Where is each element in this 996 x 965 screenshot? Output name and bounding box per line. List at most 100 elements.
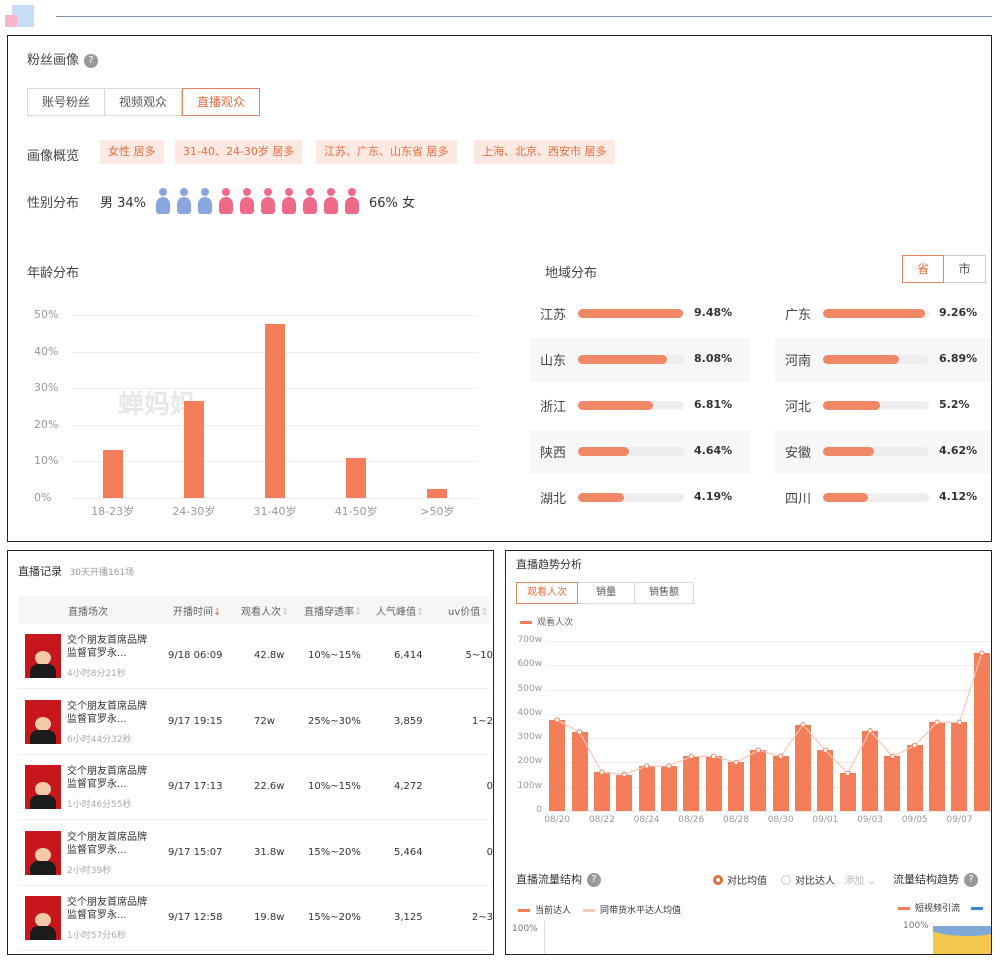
sort-icon[interactable]: ⇕: [354, 607, 363, 618]
gridline: [546, 738, 991, 740]
trend-bar: [750, 750, 767, 811]
overview-label: 画像概览: [27, 149, 80, 164]
views: 19.8w: [254, 912, 285, 923]
table-row[interactable]: 交个朋友首席品牌监督官罗永... 4小时8分21秒 9/18 06:09 42.8w 1…: [18, 624, 493, 689]
help-icon[interactable]: ?: [84, 54, 99, 68]
views: 31.8w: [254, 846, 285, 858]
y-tick-label: 30%: [34, 381, 59, 395]
region-bar-track: [823, 401, 929, 410]
col-uv[interactable]: uv价值⇕: [448, 603, 489, 618]
region-bar-fill: [823, 401, 881, 410]
region-name: 山东: [540, 354, 567, 369]
tab-views[interactable]: 观看人次: [516, 582, 578, 604]
live-thumbnail[interactable]: [25, 765, 61, 809]
trend-bar: [549, 719, 566, 811]
live-title[interactable]: 交个朋友首席品牌监督官罗永...: [67, 635, 147, 659]
col-views-text: 观看人次: [241, 607, 281, 618]
person-head: [180, 188, 188, 196]
col-penetration-text: 直播穿透率: [304, 607, 354, 618]
help-icon[interactable]: ?: [587, 873, 601, 887]
table-row[interactable]: 交个朋友首席品牌监督官罗永... 6小时44分32秒 9/17 19:15 72w 25…: [18, 690, 493, 755]
tab-video-audience[interactable]: 视频观众: [105, 88, 183, 116]
col-start-time[interactable]: 开播时间↓: [173, 603, 221, 618]
region-row: 安徽 4.62%: [775, 430, 991, 474]
region-bar-track: [578, 355, 684, 364]
x-tick-label: 08/24: [633, 815, 660, 825]
tab-sales[interactable]: 销量: [578, 582, 635, 604]
x-tick-label: 09/01: [812, 815, 839, 825]
legend-swatch: [520, 621, 532, 624]
x-tick-label: 41-50岁: [334, 505, 378, 518]
trend-title: 直播趋势分析: [516, 558, 582, 571]
region-value: 5.2%: [939, 398, 970, 411]
table-row[interactable]: 交个朋友首席品牌监督官罗永... 2小时39秒 9/17 15:07 31.8w 15%…: [18, 821, 493, 886]
age-bar: [265, 324, 285, 498]
start-time: 9/17 15:07: [168, 846, 223, 858]
thumbnail-face: [35, 782, 51, 796]
add-select[interactable]: 添加 ⌄: [844, 876, 876, 887]
thumbnail-suit: [30, 729, 56, 744]
col-start-time-text: 开播时间: [173, 607, 213, 618]
col-views[interactable]: 观看人次⇕: [241, 603, 289, 618]
live-title[interactable]: 交个朋友首席品牌监督官罗永...: [67, 897, 147, 921]
compare-person-radio[interactable]: 对比达人 添加 ⌄: [781, 872, 876, 887]
region-bar-track: [823, 309, 929, 318]
region-name: 四川: [785, 492, 812, 507]
toggle-province[interactable]: 省: [902, 255, 944, 283]
trend-bar: [951, 722, 968, 811]
decor-square-blue: [12, 5, 34, 27]
sort-icon[interactable]: ⇕: [480, 607, 489, 618]
tab-revenue[interactable]: 销售额: [635, 582, 694, 604]
trend-point: [688, 753, 694, 760]
tab-account-fans[interactable]: 账号粉丝: [27, 88, 106, 116]
region-row: 广东 9.26%: [775, 292, 991, 336]
person-head: [201, 188, 209, 196]
live-title[interactable]: 交个朋友首席品牌监督官罗永...: [67, 700, 147, 725]
sort-icon[interactable]: ⇕: [281, 607, 290, 618]
radio-unchecked-icon: [781, 875, 791, 885]
sort-icon[interactable]: ⇕: [416, 607, 425, 618]
live-thumbnail[interactable]: [25, 699, 61, 744]
person-head: [222, 188, 230, 196]
region-name: 安徽: [785, 446, 812, 461]
fan-profile-title-text: 粉丝画像: [27, 53, 80, 68]
region-bar-fill: [823, 309, 926, 318]
col-uv-text: uv价值: [448, 607, 481, 618]
legend-short-video: 短视频引流: [898, 901, 988, 914]
live-title[interactable]: 交个朋友首席品牌监督官罗永...: [67, 766, 147, 790]
sort-down-icon[interactable]: ↓: [213, 607, 222, 618]
col-peak[interactable]: 人气峰值⇕: [376, 603, 424, 618]
y-tick-label: 40%: [34, 344, 59, 358]
person-head: [348, 188, 356, 196]
compare-average-radio[interactable]: 对比均值: [713, 872, 767, 887]
person-head: [264, 188, 272, 196]
col-session[interactable]: 直播场次: [68, 607, 108, 618]
live-title[interactable]: 交个朋友首席品牌监督官罗永...: [67, 831, 147, 856]
age-title: 年龄分布: [27, 266, 80, 281]
region-row: 山东 8.08%: [530, 338, 750, 382]
trend-legend: 观看人次: [520, 615, 573, 628]
help-icon[interactable]: ?: [964, 873, 978, 887]
live-thumbnail[interactable]: [25, 830, 61, 875]
toggle-city[interactable]: 市: [944, 255, 986, 283]
region-name: 河北: [785, 400, 812, 415]
female-icon: [240, 188, 254, 214]
trend-point: [777, 753, 784, 760]
y-tick-label: 100w: [517, 780, 542, 791]
trend-point: [800, 722, 806, 728]
tab-live-audience[interactable]: 直播观众: [182, 88, 261, 116]
table-row[interactable]: 交个朋友首席品牌监督官罗永... 1小时46分55秒 9/17 17:13 22.6w…: [18, 755, 493, 820]
legend-swatch: [970, 907, 983, 910]
region-bar-track: [578, 401, 684, 410]
region-bar-track: [823, 355, 929, 364]
region-value: 4.64%: [694, 444, 733, 457]
trend-bar: [817, 750, 834, 811]
views: 22.6w: [254, 781, 285, 792]
live-thumbnail[interactable]: [25, 634, 61, 678]
live-thumbnail[interactable]: [25, 896, 61, 940]
region-bar-fill: [823, 355, 900, 364]
table-row[interactable]: 交个朋友首席品牌监督官罗永... 1小时57分6秒 9/17 12:58 19.8w 1…: [18, 886, 493, 951]
records-title-text: 直播记录: [18, 565, 62, 578]
female-icon: [219, 188, 233, 214]
col-penetration[interactable]: 直播穿透率⇕: [304, 603, 362, 618]
